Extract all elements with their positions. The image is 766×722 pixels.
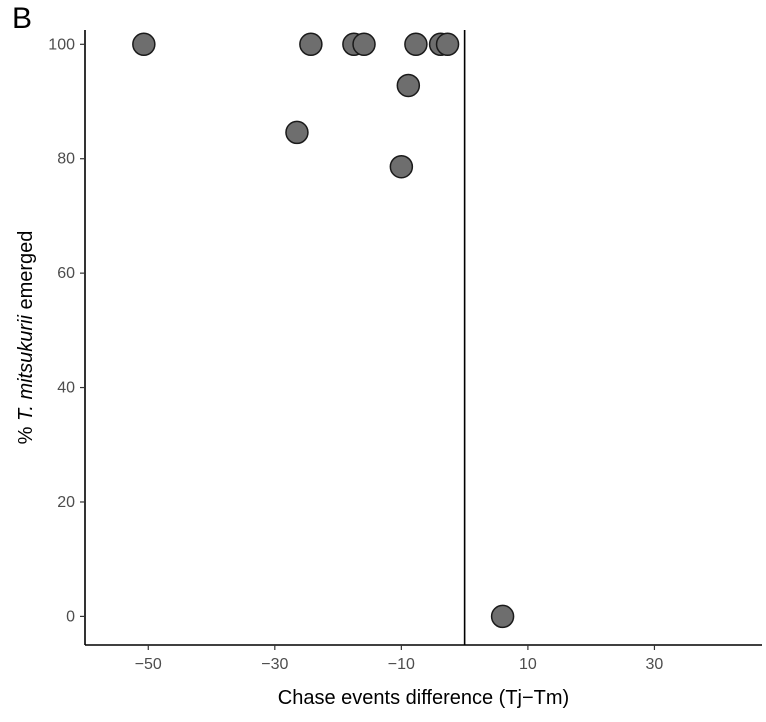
y-tick-label: 20 (57, 494, 75, 511)
y-tick-label: 40 (57, 380, 75, 397)
data-point (285, 120, 309, 145)
data-point (404, 32, 428, 57)
x-tick-label: −50 (135, 656, 162, 673)
tick-labels: 0 20 40 60 80 100 −50 −30 −10 10 30 (48, 36, 663, 673)
x-tick-label: −10 (388, 656, 415, 673)
axes (80, 30, 762, 650)
data-point (435, 32, 460, 57)
y-axis-title: % T. mitsukurii emerged (15, 231, 37, 445)
data-point (352, 32, 376, 57)
data-point (132, 32, 156, 57)
y-axis-title-species: T. mitsukurii (15, 315, 37, 422)
x-tick-label: 10 (519, 656, 537, 673)
data-point (490, 604, 515, 629)
data-point (299, 32, 323, 57)
data-point (389, 154, 414, 179)
x-tick-label: 30 (646, 656, 664, 673)
panel-label: B (12, 2, 33, 35)
y-axis-title-suffix: emerged (15, 231, 37, 316)
y-axis-title-prefix: % (15, 421, 37, 444)
x-axis-title: Chase events difference (Tj−Tm) (278, 687, 569, 709)
y-tick-label: 60 (57, 265, 75, 282)
points (132, 32, 515, 629)
data-point (396, 73, 421, 98)
y-tick-label: 80 (57, 151, 75, 168)
y-tick-label: 100 (48, 36, 75, 53)
y-tick-label: 0 (66, 608, 75, 625)
x-tick-label: −30 (261, 656, 288, 673)
